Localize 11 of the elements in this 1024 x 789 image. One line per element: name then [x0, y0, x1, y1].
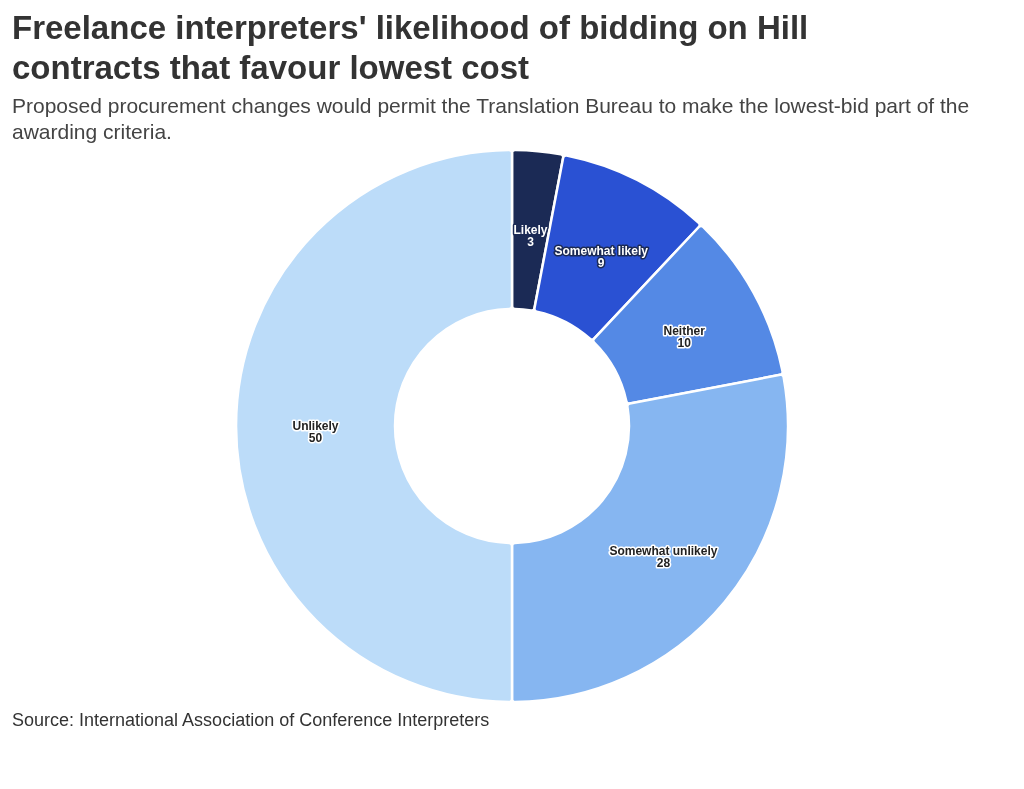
- slice-label: Neither: [663, 324, 706, 339]
- data-label: 10: [677, 336, 692, 351]
- data-label: 28: [656, 555, 671, 570]
- slice-label: Somewhat unlikely: [609, 543, 718, 558]
- source-note: Source: International Association of Conference Interpreters: [12, 709, 491, 731]
- slice-label: Somewhat likely: [554, 243, 649, 258]
- chart-subtitle: Proposed procurement changes would permit the Translation Bureau to make the lowest-bid part of the awarding criteria.: [12, 93, 971, 146]
- data-label: 3: [527, 235, 535, 250]
- chart-title: Freelance interpreters' likelihood of bidding on Hill contracts that favour lowest cost: [12, 8, 810, 88]
- slice-label: Likely: [513, 223, 548, 238]
- data-label: 9: [597, 255, 605, 270]
